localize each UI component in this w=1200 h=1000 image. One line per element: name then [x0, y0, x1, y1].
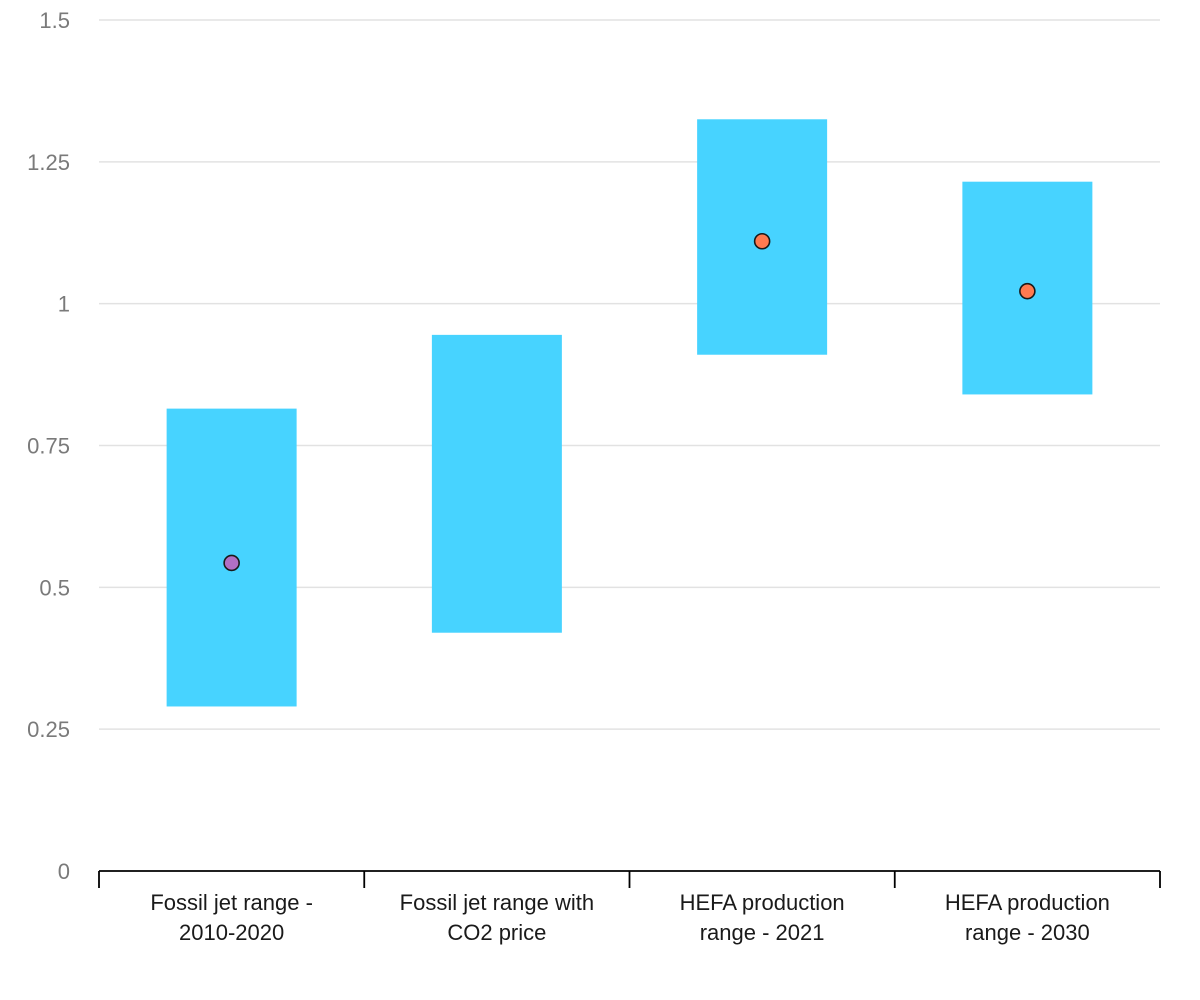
category-label: Fossil jet range - — [150, 890, 313, 915]
y-tick-label: 0.25 — [27, 717, 70, 742]
category-label: Fossil jet range with — [400, 890, 594, 915]
data-point — [1019, 282, 1036, 300]
y-tick-label: 1.5 — [39, 8, 70, 33]
category-label: 2010-2020 — [179, 920, 284, 945]
y-tick-label: 0 — [58, 859, 70, 884]
y-axis-tick-labels: 0 0.25 0.5 0.75 1 1.25 1.5 — [27, 8, 70, 884]
range-bar — [431, 334, 562, 633]
data-points — [223, 232, 1036, 572]
data-point — [753, 232, 771, 250]
category-label: CO2 price — [447, 920, 546, 945]
x-axis — [98, 870, 1161, 888]
category-label: HEFA production — [680, 890, 845, 915]
y-tick-label: 1 — [58, 292, 70, 317]
y-tick-label: 0.75 — [27, 434, 70, 459]
y-tick-label: 0.5 — [39, 575, 70, 600]
category-label: range - 2021 — [700, 920, 825, 945]
x-axis-category-labels: Fossil jet range - 2010-2020 Fossil jet ra… — [150, 890, 1110, 945]
data-point — [223, 554, 240, 572]
range-bars — [166, 119, 1093, 707]
category-label: range - 2030 — [965, 920, 1090, 945]
y-tick-label: 1.25 — [27, 150, 70, 175]
category-label: HEFA production — [945, 890, 1110, 915]
